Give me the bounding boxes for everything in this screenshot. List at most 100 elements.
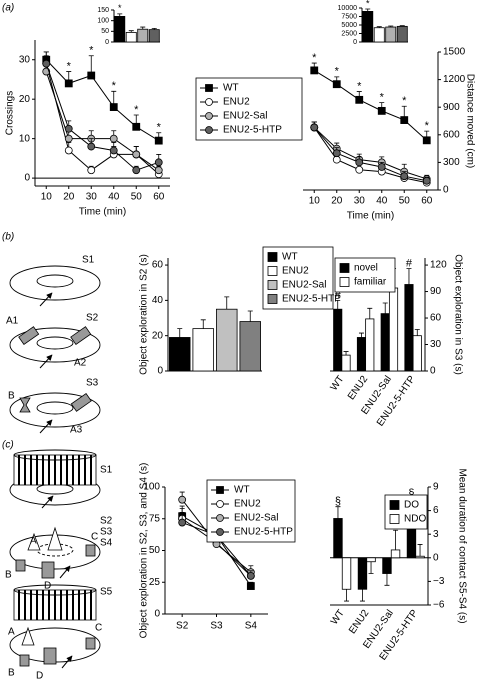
bar [125, 32, 137, 43]
series-line [45, 71, 160, 171]
y-tick-label: 6 [433, 505, 439, 516]
diagram-label: D [44, 581, 51, 592]
y-tick-label: 75 [149, 513, 161, 524]
marker [246, 582, 255, 590]
y-axis-title: Object exploration in S3 (s) [452, 254, 463, 375]
marker [205, 98, 213, 106]
x-tick-label: 30 [354, 196, 366, 207]
significance-label: * [402, 95, 407, 107]
y-tick-label: 100 [97, 18, 109, 25]
y-axis-title: Object exploration in S2 (s) [139, 254, 150, 375]
error-bar [247, 310, 253, 322]
marker [216, 528, 224, 536]
marker [205, 126, 213, 134]
marker [64, 134, 73, 143]
y-tick-label: −6 [433, 600, 445, 611]
bar [366, 557, 376, 563]
error-bar [417, 544, 423, 557]
significance-label: # [335, 289, 342, 301]
diagram-label: S3 [100, 527, 113, 538]
marker [216, 500, 224, 508]
error-bar [393, 529, 399, 550]
marker [332, 155, 341, 164]
legend-swatch [267, 294, 278, 304]
legend-label: ENU2-Sal [234, 513, 278, 524]
series-line [45, 63, 160, 175]
panel-label: (b) [2, 232, 14, 243]
bar [333, 518, 343, 559]
diagram-b: S1 S2 A1 A2 S3 B A3 [6, 255, 101, 436]
marker [216, 486, 224, 494]
legend-swatch [339, 263, 350, 273]
x-tick-label: WT [329, 608, 347, 627]
y-tick-label: 0 [353, 39, 357, 46]
marker [332, 80, 341, 89]
y-tick-label: 120 [430, 260, 447, 271]
legend-label: ENU2-Sal [223, 111, 267, 122]
diagram-label: S4 [100, 538, 113, 549]
legend-label: ENU2-5-HTP [234, 527, 293, 538]
y-tick-label: 25 [149, 577, 161, 588]
marker [87, 142, 96, 151]
y-axis-title: Crossings [5, 91, 16, 135]
significance-label: * [112, 80, 117, 92]
legend-swatch [267, 280, 278, 290]
marker [132, 150, 141, 159]
legend-label: ENU2 [234, 499, 261, 510]
marker [154, 158, 163, 167]
error-bar [406, 268, 412, 285]
bar [396, 25, 408, 43]
bar [373, 27, 385, 43]
bar [356, 337, 367, 372]
error-bar [117, 13, 123, 17]
marker [355, 95, 364, 104]
bar [365, 318, 375, 372]
legend-label: ENU2 [282, 266, 309, 277]
legend-swatch [389, 500, 400, 510]
marker [132, 122, 141, 131]
significance-label: * [335, 66, 340, 78]
diagram-label: D [36, 671, 43, 682]
series-line [313, 127, 427, 184]
marker [87, 71, 96, 80]
error-bar [200, 319, 206, 329]
y-tick-label: 3 [433, 529, 439, 540]
diagram-c: S1 S2 S3 S4 A B C D S5 A B C D [5, 449, 113, 682]
marker [310, 66, 319, 75]
x-tick-label: S2 [176, 621, 189, 632]
bar [341, 354, 351, 372]
x-tick-label: 30 [86, 192, 98, 203]
legend-label: WT [223, 83, 239, 94]
x-tick-label: 60 [421, 196, 433, 207]
diagram-label: S5 [100, 587, 113, 598]
marker [109, 103, 118, 111]
x-tick-label: S4 [245, 621, 258, 632]
marker [422, 176, 431, 185]
significance-label: * [425, 120, 430, 132]
y-tick-label: 600 [443, 129, 460, 140]
y-tick-label: 30 [430, 339, 442, 350]
panel-label: (a) [2, 3, 14, 14]
y-tick-label: 9 [433, 482, 439, 493]
y-tick-label: 50 [101, 28, 109, 35]
significance-label: * [67, 60, 72, 72]
diagram-label: A [8, 627, 15, 638]
y-tick-label: 0 [24, 173, 30, 184]
y-tick-label: 50 [149, 545, 161, 556]
error-bar [358, 332, 364, 338]
bar [114, 15, 126, 43]
series-line [45, 63, 159, 171]
x-tick-label: 60 [153, 192, 165, 203]
diagram-label: S1 [100, 465, 113, 476]
x-tick-label: 40 [376, 196, 388, 207]
bar [382, 557, 392, 574]
legend-swatch [339, 277, 350, 287]
marker [400, 116, 409, 124]
bar [148, 29, 160, 43]
marker [377, 163, 386, 171]
marker [355, 158, 364, 167]
y-tick-label: 150 [97, 7, 109, 14]
bar [169, 337, 191, 372]
bar [388, 287, 399, 372]
y-tick-label: 0 [430, 366, 436, 377]
